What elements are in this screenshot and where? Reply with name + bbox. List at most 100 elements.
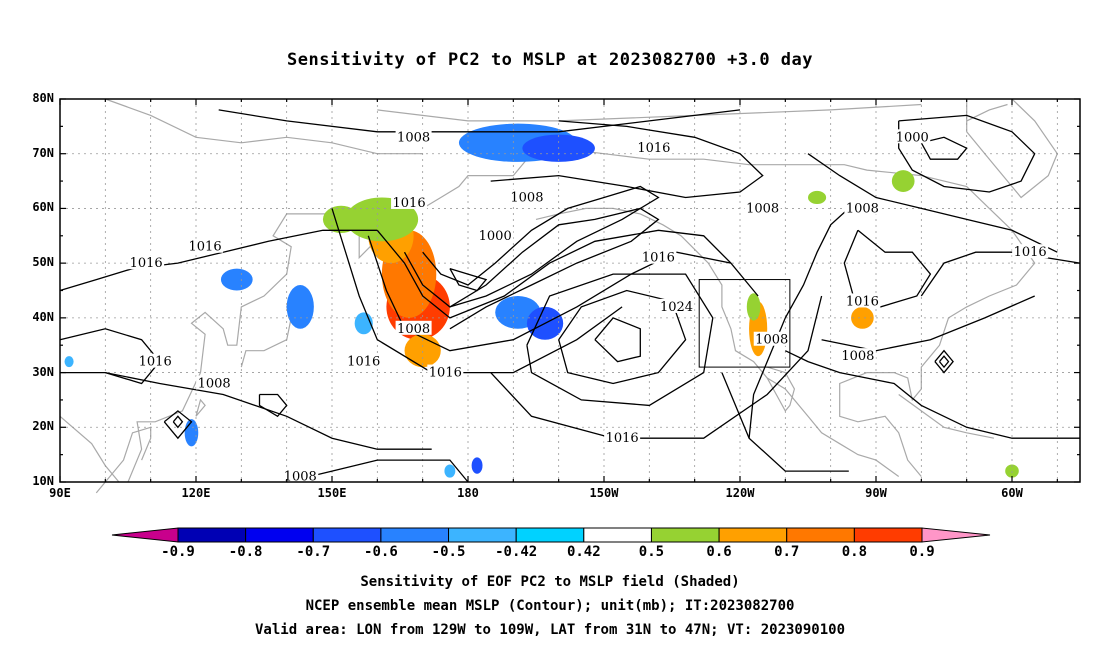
mslp-contour — [60, 371, 432, 450]
sensitivity-patch — [808, 190, 827, 205]
contour-label: 1016 — [130, 256, 163, 271]
mslp-contour — [449, 267, 488, 292]
mslp-contour — [594, 317, 641, 363]
sensitivity-patch — [851, 306, 874, 329]
lon-label: 180 — [457, 486, 479, 500]
mslp-contour — [821, 295, 1035, 352]
colorbar-label: -0.42 — [495, 544, 538, 560]
contour-label: 1008 — [755, 333, 788, 348]
lon-label: 150W — [589, 486, 619, 500]
sensitivity-patch — [891, 170, 915, 193]
coastline-segment — [105, 98, 423, 155]
sensitivity-patch — [322, 205, 360, 234]
lat-label: 70N — [32, 145, 54, 160]
contour-label-bg — [753, 331, 790, 346]
contour-label-bg — [658, 298, 695, 313]
contour-label-bg — [1012, 244, 1049, 259]
contour-label: 1016 — [1014, 245, 1047, 260]
colorbar-box — [718, 527, 788, 543]
colorbar-box — [583, 527, 652, 543]
mslp-contour — [258, 393, 288, 418]
lat-label: 80N — [32, 91, 54, 105]
contour-label: 1024 — [660, 300, 693, 315]
mslp-contour — [748, 207, 850, 439]
colorbar-box — [380, 527, 450, 543]
mslp-contour — [59, 328, 161, 385]
contour-label: 1008 — [841, 349, 874, 364]
contour-label: 1008 — [510, 190, 543, 205]
mslp-contour — [934, 349, 954, 374]
mslp-contour — [785, 350, 1080, 439]
colorbar-label: -0.6 — [364, 544, 398, 560]
coastline-segment — [127, 147, 1036, 483]
sensitivity-patch — [471, 457, 483, 474]
lon-label: 120E — [181, 486, 211, 500]
colorbar-label: -0.5 — [431, 544, 466, 560]
colorbar-box — [650, 527, 720, 543]
mslp-contour — [218, 109, 741, 133]
mslp-contour — [422, 185, 660, 308]
lon-label: 90W — [865, 486, 887, 500]
contour-label: 1000 — [479, 229, 512, 244]
axis-ticks — [59, 98, 1080, 483]
sensitivity-patch — [286, 285, 314, 329]
mslp-contour — [920, 136, 968, 160]
sensitivity-patch — [220, 268, 253, 291]
colorbar-label: 0.8 — [841, 544, 868, 560]
contour-label: 1016 — [642, 251, 675, 266]
mslp-contour — [490, 295, 823, 439]
contour-label-bg — [395, 129, 432, 144]
mslp-contour — [376, 229, 732, 319]
colorbar-box — [312, 527, 382, 543]
colorbar-box — [786, 527, 855, 543]
contour-label-bg — [604, 430, 641, 445]
contour-label-bg — [894, 129, 931, 144]
coastline-segment — [377, 103, 922, 122]
coastline-segment — [898, 394, 995, 439]
contour-label: 1008 — [846, 201, 879, 216]
contour-label-bg — [187, 238, 224, 253]
contour-label: 1016 — [189, 240, 222, 255]
mslp-contour — [938, 355, 950, 369]
contour-label-bg — [137, 353, 174, 368]
valid-area-box — [698, 279, 791, 368]
footer-line-3: Valid area: LON from 129W to 109W, LAT f… — [254, 622, 845, 638]
lat-label: 30N — [32, 364, 54, 379]
coastline-segment — [95, 426, 152, 494]
colorbar-label: 0.5 — [638, 544, 665, 560]
contour-label-bg — [635, 140, 672, 155]
mslp-contour — [843, 229, 932, 308]
contour-label: 1008 — [746, 201, 779, 216]
contour-label: 1016 — [393, 196, 426, 211]
contour-label-bg — [839, 348, 876, 363]
contour-label: 1008 — [397, 322, 430, 337]
colorbar-box — [448, 527, 517, 543]
colorbar-label: -0.7 — [296, 544, 331, 560]
sensitivity-patch — [64, 356, 74, 368]
lat-label: 10N — [32, 474, 54, 488]
colorbar-box — [177, 527, 247, 543]
contour-label-bg — [844, 293, 881, 308]
mslp-contour — [920, 251, 1081, 297]
contour-label: 1008 — [284, 470, 317, 485]
colorbar-left-triangle — [111, 527, 179, 543]
contour-label: 1008 — [198, 377, 231, 392]
mslp-contour — [286, 459, 469, 483]
lon-label: 60W — [1001, 486, 1023, 500]
colorbar-box — [245, 527, 314, 543]
contour-label: 1000 — [896, 130, 929, 145]
contour-label: 1016 — [606, 431, 639, 446]
mslp-contour — [172, 415, 184, 429]
contour-label-bg — [477, 227, 514, 242]
coastline-segment — [966, 103, 1008, 122]
sensitivity-patch — [746, 293, 761, 321]
mslp-contour — [526, 273, 714, 407]
contour-label-bg — [345, 353, 382, 368]
footer-line-2: NCEP ensemble mean MSLP (Contour); unit(… — [305, 598, 795, 614]
mslp-contour — [558, 289, 687, 385]
contour-label: 1016 — [846, 294, 879, 309]
contour-label-bg — [744, 200, 781, 215]
colorbar-label: 0.6 — [706, 544, 732, 560]
colorbar-label: -0.9 — [161, 544, 195, 560]
mslp-contour — [59, 229, 378, 292]
